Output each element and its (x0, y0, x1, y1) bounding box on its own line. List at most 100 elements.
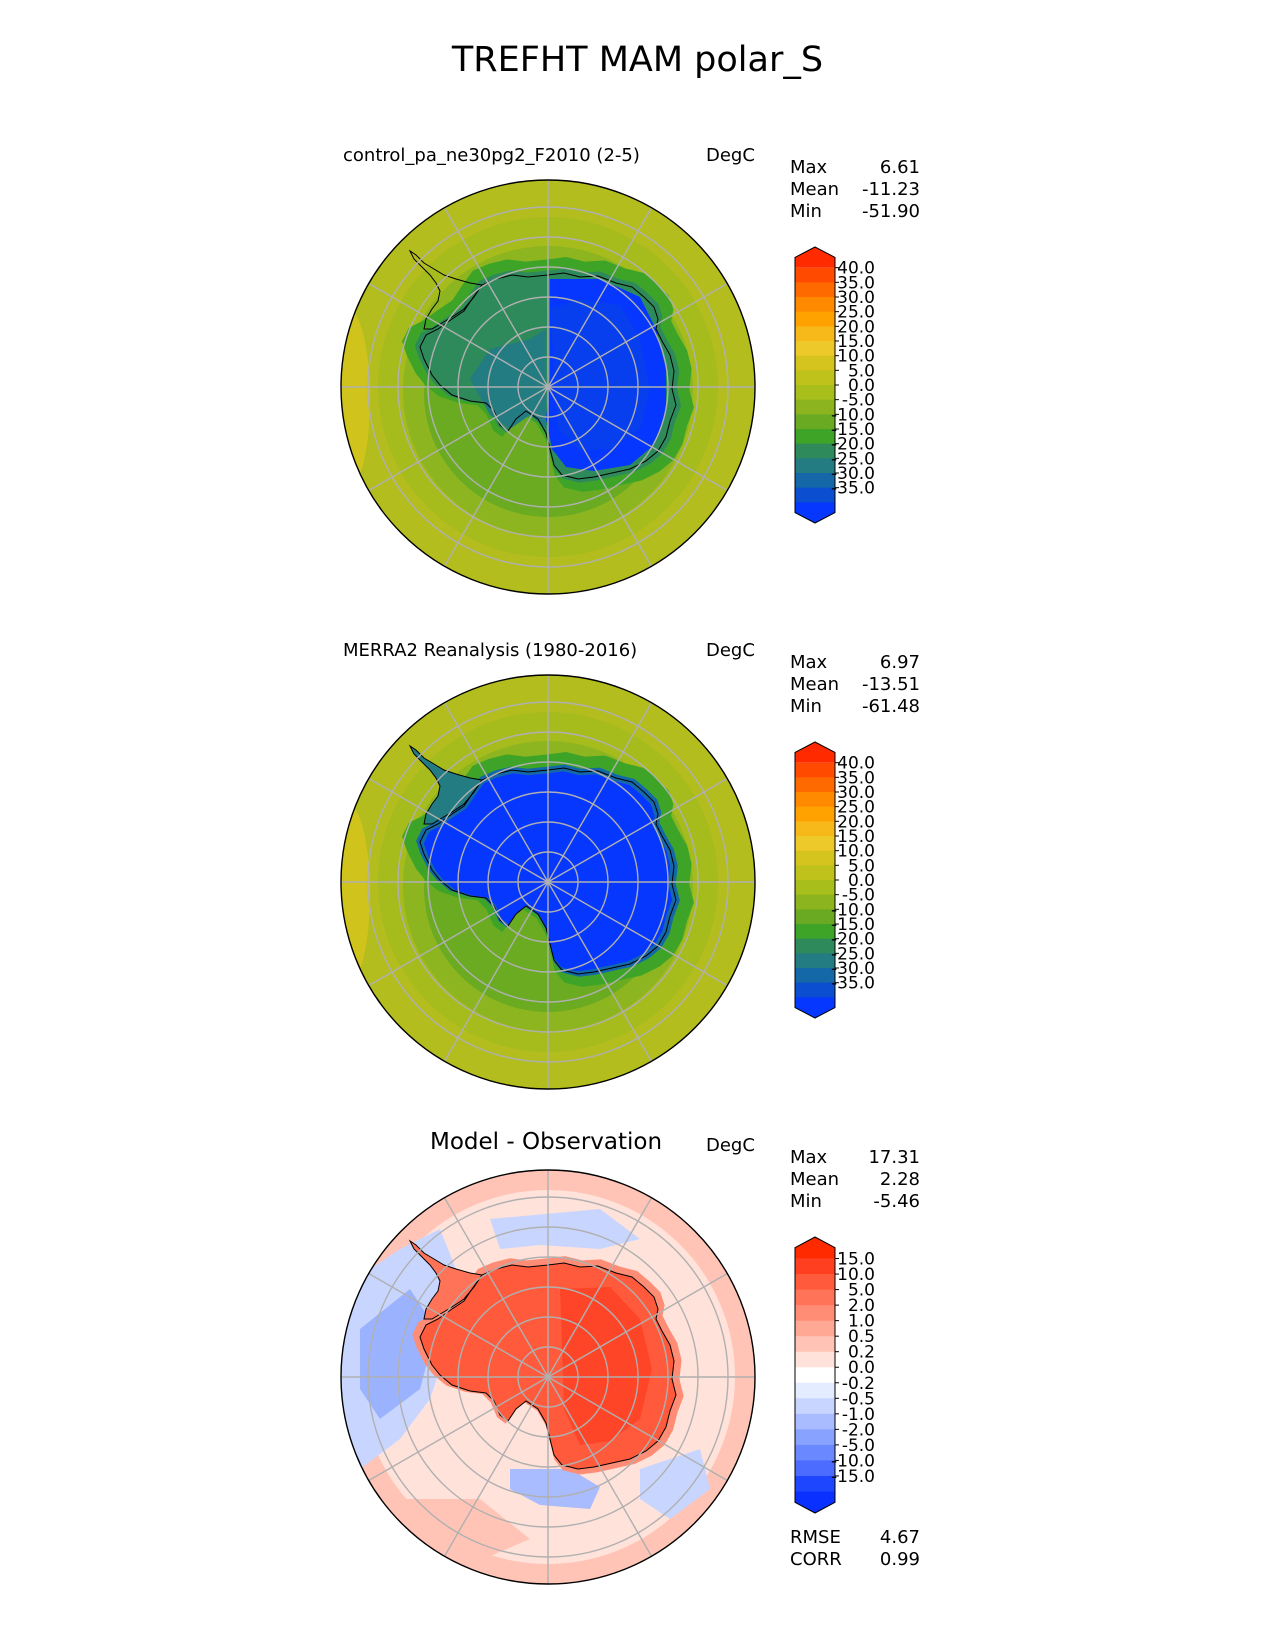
colorbar-segment (795, 953, 835, 969)
colorbar-segment (795, 894, 835, 910)
meridian-line (443, 702, 549, 883)
meridian-line (443, 881, 549, 1062)
coastline-peninsula (408, 1239, 483, 1320)
colorbar-tick-label: 5.0 (848, 856, 875, 876)
meridian-line (547, 1272, 728, 1378)
colorbar-tick-label: -5.0 (842, 1436, 875, 1456)
colorbar-segment (795, 1320, 835, 1337)
colorbar-segment (795, 762, 835, 778)
stat-label: Min (790, 1191, 822, 1212)
meridian-line (368, 1376, 549, 1482)
stat-label: Mean (790, 179, 840, 200)
colorbar-segment (795, 806, 835, 822)
colorbar-tick-label: -15.0 (831, 1467, 875, 1487)
stat-label: Max (790, 1147, 828, 1168)
plateau-core (550, 299, 650, 451)
meridian-line (547, 777, 728, 883)
colorbar-tick-label: 15.0 (837, 827, 875, 847)
panel-title: control_pa_ne30pg2_F2010 (2-5) (343, 145, 640, 166)
colorbar-tick-label: 35.0 (837, 768, 875, 788)
stat-label: Mean (790, 674, 840, 695)
colorbar-segment (795, 1351, 835, 1368)
stat-label: Max (790, 157, 828, 178)
colorbar-segment (795, 821, 835, 837)
meridian-line (368, 881, 549, 987)
colorbar-tick-label: 5.0 (848, 361, 875, 381)
metric-label: RMSE (790, 1527, 841, 1548)
map-frame (340, 179, 756, 595)
colorbar-tick-label: 30.0 (837, 288, 875, 308)
meridian-line (547, 1376, 653, 1557)
colorbar-tick-label: 30.0 (837, 783, 875, 803)
colorbar-tick-label: -20.0 (831, 930, 875, 950)
colorbar-tick-label: -10.0 (831, 900, 875, 920)
diff-peninsula (410, 1241, 482, 1319)
stats-block: Max 17.31 Mean 2.28 Min -5.46 (790, 1147, 920, 1213)
stat-value: 6.61 (879, 157, 920, 178)
colorbar-segment (795, 1289, 835, 1306)
colorbar-segment (795, 326, 835, 342)
map-frame (340, 1169, 756, 1585)
stat-value: -61.48 (861, 696, 920, 717)
stat-value: 2.28 (879, 1169, 920, 1190)
stat-value: -11.23 (861, 179, 920, 200)
colorbar-tick-label: 25.0 (837, 303, 875, 323)
colorbar: 40.035.030.025.020.015.010.05.00.0-5.0-1… (794, 741, 875, 1019)
colorbar-tick-label: -15.0 (831, 915, 875, 935)
meridian-line (547, 386, 653, 567)
colorbar-segment (795, 1367, 835, 1384)
coastline-peninsula (408, 249, 483, 330)
colorbar-tick-label: -1.0 (842, 1405, 875, 1425)
colorbar-tick-label: -25.0 (831, 449, 875, 469)
map-field (341, 1170, 755, 1584)
diff-negative-core (360, 1289, 436, 1419)
colorbar-segment (795, 938, 835, 954)
panel-units: DegC (706, 1135, 755, 1156)
meridian-line (547, 1376, 728, 1482)
colorbar-segment (795, 297, 835, 313)
colorbar-tick-label: 10.0 (837, 1265, 875, 1285)
polar-map (340, 1169, 756, 1585)
meridian-line (443, 386, 549, 567)
meridian-line (443, 207, 549, 388)
meridian-line (547, 881, 653, 1062)
panel-ref: MERRA2 Reanalysis (1980-2016) DegC Max 6.… (0, 620, 1275, 1090)
colorbar-tick-label: 1.0 (848, 1312, 875, 1332)
map-field (341, 180, 755, 594)
coastline (419, 1262, 677, 1470)
colorbar-segment (795, 1274, 835, 1291)
colorbar-extend-max (795, 247, 835, 268)
diff-plateau-core (560, 1287, 652, 1445)
panel-units: DegC (706, 145, 755, 166)
colorbar-segment (795, 968, 835, 984)
ocean-warm-patch (341, 804, 370, 984)
panel-units: DegC (706, 640, 755, 661)
colorbar-tick-label: 15.0 (837, 1250, 875, 1270)
colorbar-tick-label: 40.0 (837, 259, 875, 279)
colorbar-tick-label: -35.0 (831, 974, 875, 994)
colorbar-tick-label: 0.0 (848, 871, 875, 891)
colorbar-tick-label: -35.0 (831, 479, 875, 499)
colorbar-tick-label: -30.0 (831, 464, 875, 484)
metric-value: 4.67 (879, 1527, 920, 1548)
stat-value: -13.51 (861, 674, 920, 695)
peninsula-zone (410, 746, 482, 824)
stat-value: 17.31 (868, 1147, 920, 1168)
coastline (419, 272, 677, 480)
colorbar-segment (795, 487, 835, 503)
colorbar-segment (795, 836, 835, 852)
colorbar-extend-min (795, 1491, 835, 1513)
meridian-line (368, 386, 549, 492)
meridian-line (443, 1197, 549, 1378)
colorbar-tick-label: 0.0 (848, 1358, 875, 1378)
colorbar-tick-label: 2.0 (848, 1296, 875, 1316)
colorbar-segment (795, 924, 835, 940)
colorbar-tick-label: -20.0 (831, 435, 875, 455)
colorbar-segment (795, 777, 835, 793)
stat-label: Min (790, 201, 822, 222)
colorbar-tick-label: 25.0 (837, 798, 875, 818)
stat-label: Mean (790, 1169, 840, 1190)
colorbar-segment (795, 909, 835, 925)
meridian-line (547, 702, 653, 883)
colorbar-outline (794, 1236, 836, 1514)
